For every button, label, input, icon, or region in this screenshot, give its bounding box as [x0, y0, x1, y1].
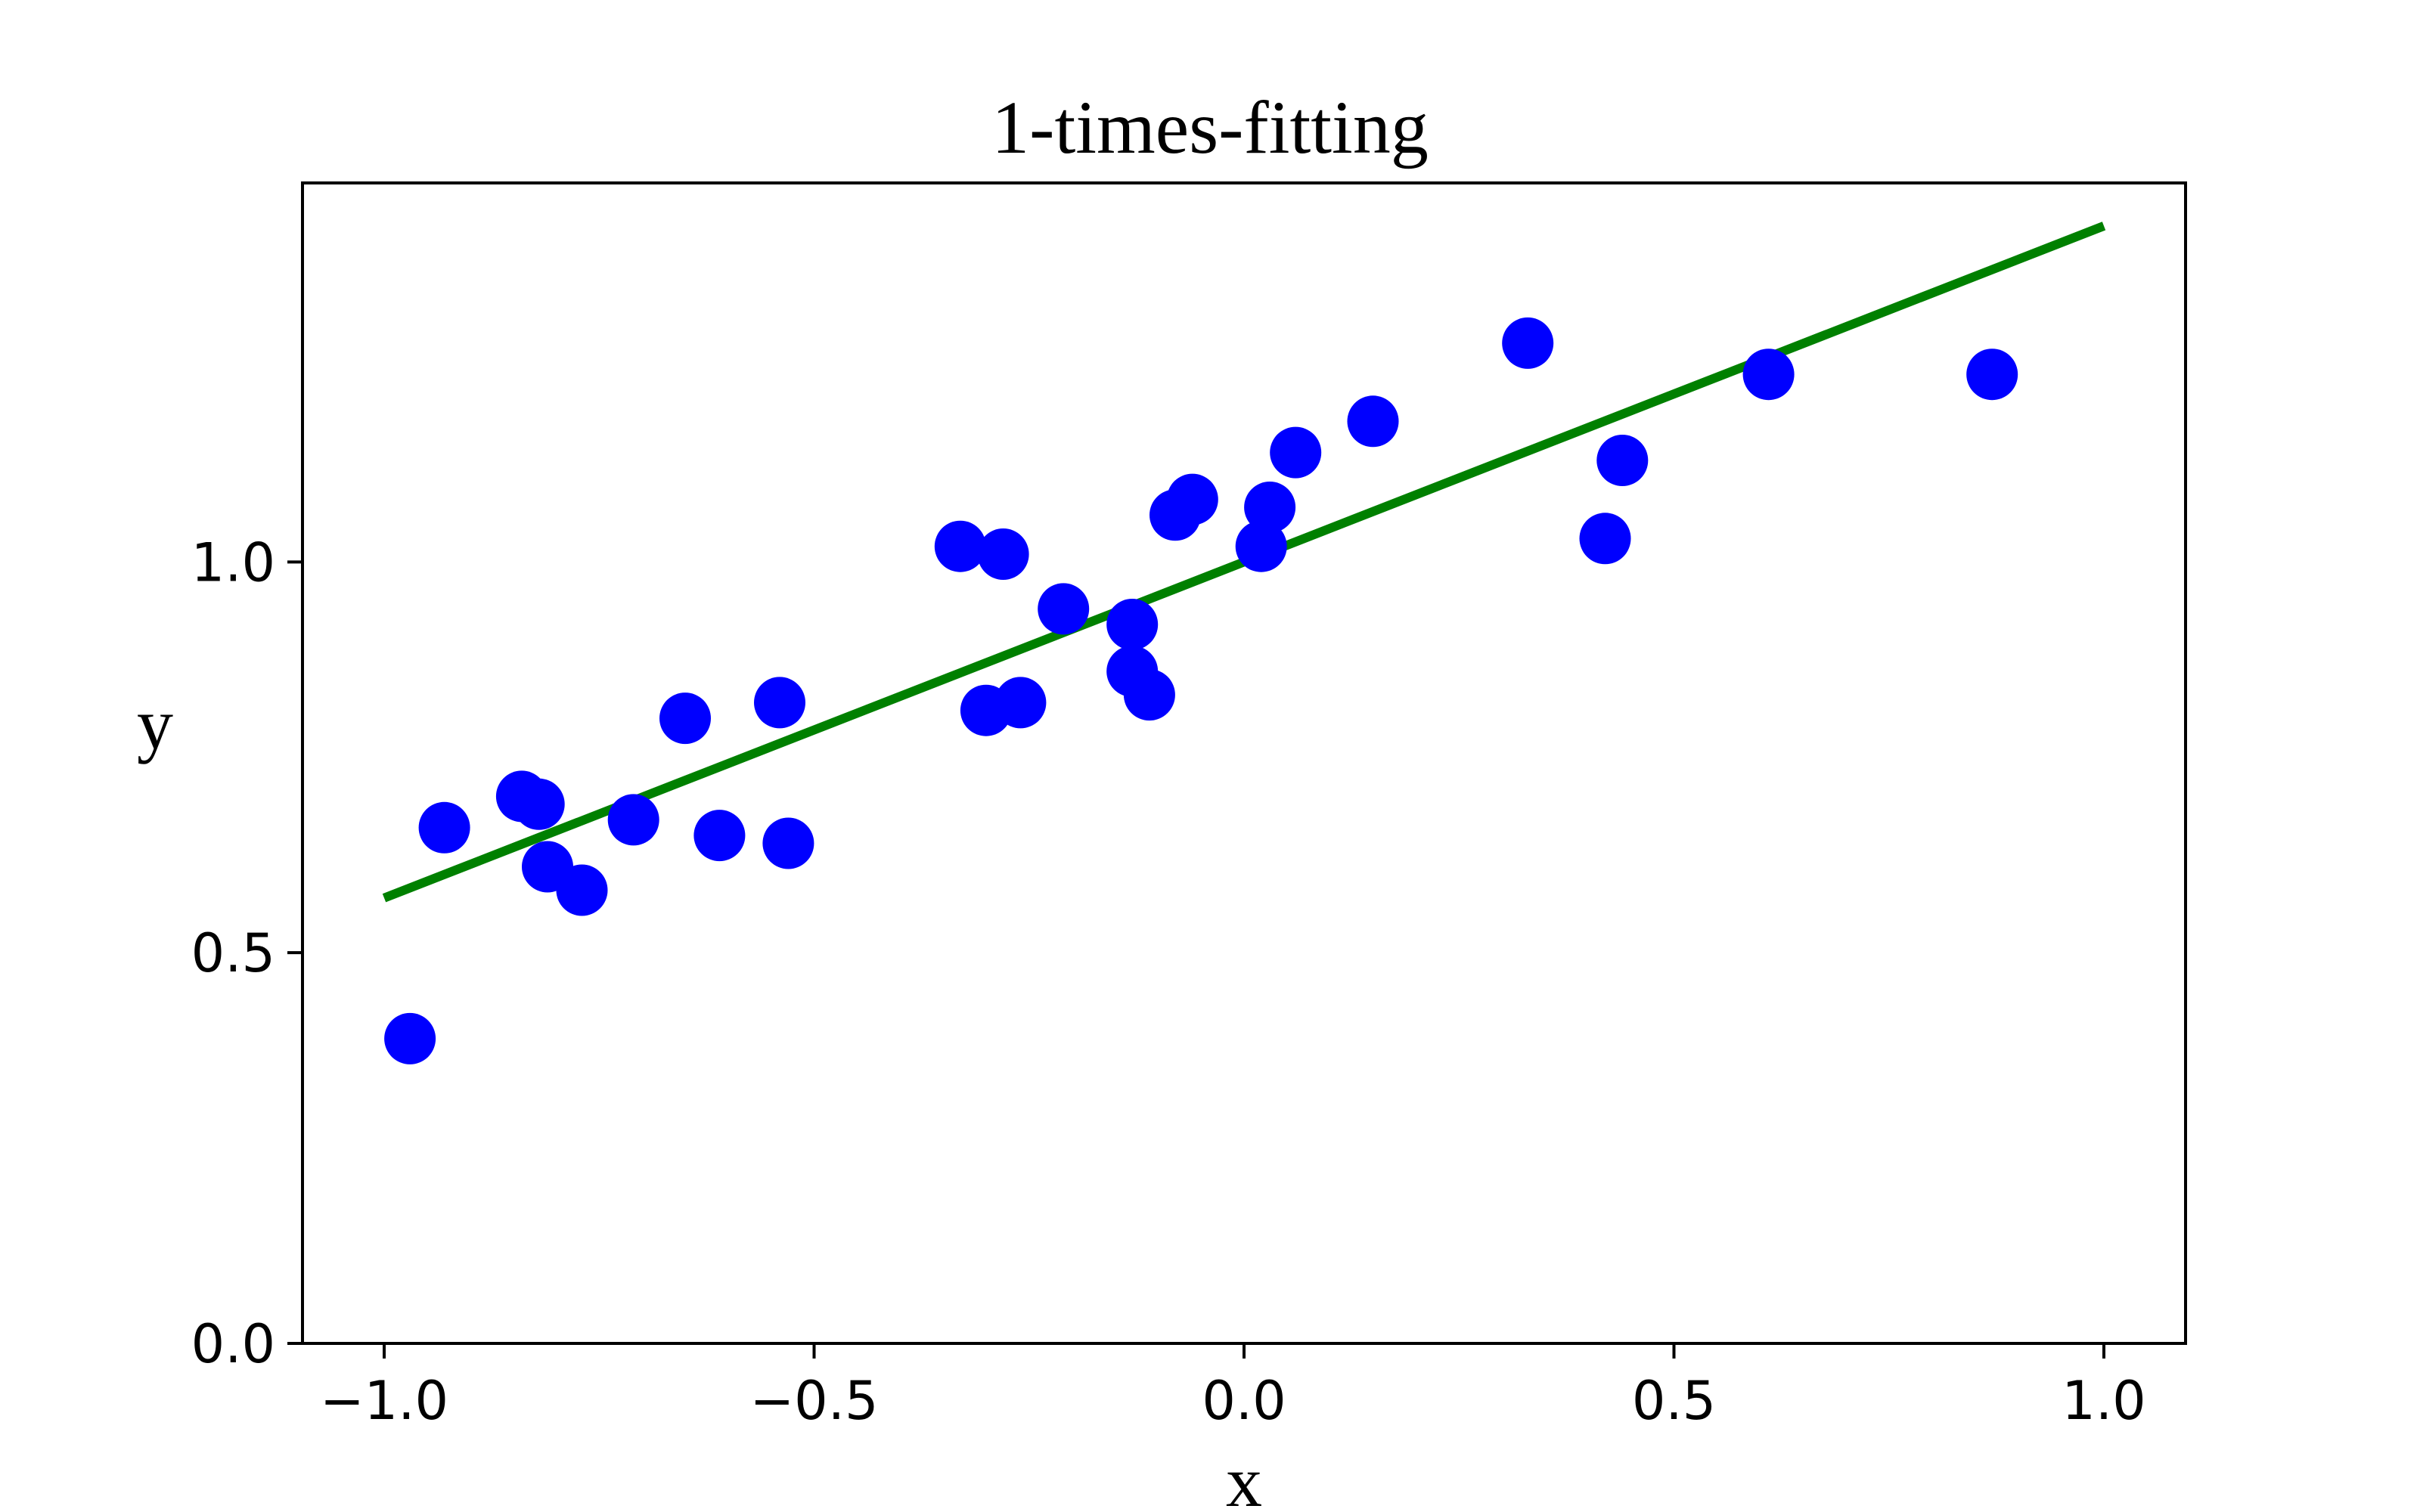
plot-frame [301, 181, 2187, 1345]
plot-area [382, 222, 2106, 1064]
data-point [977, 528, 1029, 580]
data-point [1166, 473, 1218, 525]
x-tick-label: −0.5 [750, 1370, 879, 1432]
y-tick-label: 1.0 [191, 531, 275, 593]
data-point [1966, 349, 2018, 401]
data-point [1579, 513, 1631, 565]
y-axis: 0.0 0.5 1.0 [191, 531, 302, 1375]
data-point [934, 520, 986, 572]
data-point [384, 1012, 436, 1064]
chart-title: 1-times-fitting [991, 85, 1429, 169]
data-point [1123, 669, 1175, 721]
data-point [418, 801, 470, 854]
data-point [1347, 395, 1399, 448]
data-point [1038, 583, 1090, 635]
data-point [1502, 317, 1554, 369]
x-tick-label: 1.0 [2062, 1370, 2145, 1432]
x-tick-label: 0.5 [1632, 1370, 1716, 1432]
data-point [1596, 435, 1649, 486]
y-tick-label: 0.0 [191, 1313, 275, 1375]
data-point [607, 794, 659, 846]
data-point [693, 810, 746, 862]
data-point [1244, 482, 1296, 533]
data-point [762, 817, 814, 869]
data-point [1742, 349, 1795, 401]
data-point [1270, 426, 1322, 479]
data-point [994, 677, 1047, 729]
data-point [513, 778, 565, 830]
x-tick-label: 0.0 [1202, 1370, 1286, 1432]
x-tick-label: −1.0 [320, 1370, 448, 1432]
data-point [556, 864, 608, 916]
data-point [1106, 599, 1159, 650]
data-point [754, 677, 805, 729]
y-axis-label: y [137, 683, 173, 764]
data-point [1235, 520, 1287, 572]
x-axis-label: x [1226, 1441, 1262, 1512]
y-tick-label: 0.5 [191, 922, 275, 984]
x-axis: −1.0 −0.5 0.0 0.5 1.0 [320, 1343, 2146, 1432]
data-point [659, 692, 711, 745]
